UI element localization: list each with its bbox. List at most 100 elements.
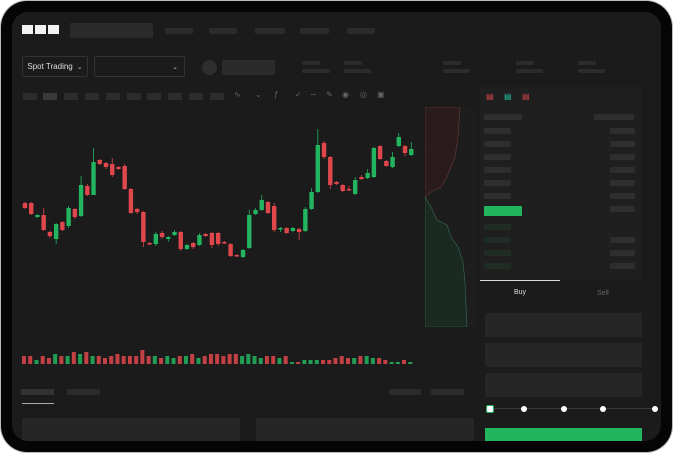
candle-body: [365, 173, 370, 178]
fx-icon[interactable]: ƒ: [274, 90, 279, 99]
volume-bar: [395, 362, 400, 364]
ask-amount[interactable]: [610, 141, 635, 147]
last-price: [484, 206, 522, 216]
chevron-down-icon: ⌄: [76, 63, 83, 71]
bid-amount[interactable]: [610, 237, 635, 243]
book-header[interactable]: [594, 114, 634, 120]
nav-item[interactable]: [209, 28, 237, 34]
okx-logo[interactable]: [22, 25, 59, 34]
order-book-both-icon[interactable]: ▤: [486, 92, 494, 101]
candle-body: [91, 162, 96, 195]
filter-button[interactable]: [431, 389, 464, 395]
tab-order-history[interactable]: [67, 389, 100, 395]
candle-body: [159, 233, 165, 237]
stat-value: [302, 69, 330, 73]
volume-bar: [159, 358, 164, 364]
price-input[interactable]: [485, 313, 642, 337]
bid-amount[interactable]: [610, 250, 635, 256]
bid-amount[interactable]: [610, 263, 635, 269]
ask-amount[interactable]: [610, 167, 635, 173]
candle-body: [72, 209, 78, 217]
volume-bar: [383, 360, 388, 364]
candle-body: [78, 185, 84, 216]
fullscreen-icon[interactable]: ▣: [377, 90, 385, 99]
ask-amount[interactable]: [610, 128, 635, 134]
camera-icon[interactable]: ◉: [342, 90, 349, 99]
slider-handle[interactable]: [486, 405, 494, 413]
settings-icon[interactable]: ◎: [360, 90, 367, 99]
nav-item[interactable]: [165, 28, 193, 34]
interval-button[interactable]: [127, 93, 141, 100]
ask-price[interactable]: [484, 128, 511, 134]
ask-price[interactable]: [484, 180, 511, 186]
candle-body: [122, 166, 127, 189]
interval-button[interactable]: [43, 93, 57, 100]
candle-body: [41, 215, 46, 230]
bid-price[interactable]: [484, 237, 511, 243]
ask-price[interactable]: [484, 167, 511, 173]
candle-body: [184, 245, 190, 249]
buy-button[interactable]: [485, 428, 642, 441]
pencil-icon[interactable]: ✎: [326, 90, 333, 99]
interval-button[interactable]: [23, 93, 37, 100]
interval-button[interactable]: [64, 93, 78, 100]
book-header[interactable]: [484, 114, 522, 120]
candlestick-chart: [12, 129, 425, 364]
amount-slider[interactable]: [489, 408, 657, 409]
candle-body: [197, 235, 202, 245]
bid-price[interactable]: [484, 250, 511, 256]
slider-stop[interactable]: [521, 406, 527, 412]
volume-bar: [140, 350, 145, 364]
candle-body: [35, 215, 40, 217]
volume-bar: [183, 356, 188, 364]
total-input[interactable]: [485, 373, 642, 397]
active-tab-indicator: [480, 280, 560, 281]
line-tool-icon[interactable]: ∼: [310, 90, 317, 99]
interval-button[interactable]: [106, 93, 120, 100]
candle-body: [253, 210, 258, 214]
interval-button[interactable]: [85, 93, 99, 100]
chart-type-icon[interactable]: ⌄: [255, 90, 262, 99]
nav-item[interactable]: [347, 28, 375, 34]
bid-price[interactable]: [484, 224, 511, 230]
indicator-icon[interactable]: ∿: [234, 90, 241, 99]
order-book-buy-icon[interactable]: ▤: [504, 92, 512, 101]
search-bar[interactable]: [70, 23, 153, 38]
interval-button[interactable]: [189, 93, 203, 100]
candle-body: [315, 145, 321, 192]
interval-button[interactable]: [210, 93, 224, 100]
order-book-sell-icon[interactable]: ▤: [522, 92, 530, 101]
nav-item[interactable]: [255, 28, 285, 34]
candle-body: [359, 177, 364, 179]
candle-body: [265, 202, 271, 213]
volume-bar: [264, 356, 269, 364]
volume-bar: [327, 360, 332, 364]
ask-price[interactable]: [484, 141, 511, 147]
slider-stop[interactable]: [652, 406, 658, 412]
interval-button[interactable]: [168, 93, 182, 100]
ask-amount[interactable]: [610, 154, 635, 160]
ask-amount[interactable]: [610, 180, 635, 186]
volume-bar: [252, 356, 257, 364]
volume-bar: [358, 356, 363, 364]
ask-amount[interactable]: [610, 206, 635, 212]
tab-sell[interactable]: Sell: [597, 290, 609, 297]
filter-button[interactable]: [389, 389, 421, 395]
pair-dropdown[interactable]: ⌄: [94, 56, 185, 77]
amount-input[interactable]: [485, 343, 642, 367]
ask-amount[interactable]: [610, 193, 635, 199]
slider-stop[interactable]: [600, 406, 606, 412]
slider-stop[interactable]: [561, 406, 567, 412]
interval-button[interactable]: [147, 93, 161, 100]
stat-value: [443, 69, 470, 73]
ask-price[interactable]: [484, 154, 511, 160]
check-icon[interactable]: ✓: [295, 90, 302, 99]
tab-open-orders[interactable]: [21, 389, 54, 395]
bid-price[interactable]: [484, 263, 511, 269]
trade-type-dropdown[interactable]: Spot Trading ⌄: [22, 56, 88, 77]
price-placeholder: [222, 60, 275, 75]
nav-item[interactable]: [300, 28, 329, 34]
stat-label: [516, 61, 534, 65]
ask-price[interactable]: [484, 193, 511, 199]
tab-buy[interactable]: Buy: [514, 289, 527, 296]
